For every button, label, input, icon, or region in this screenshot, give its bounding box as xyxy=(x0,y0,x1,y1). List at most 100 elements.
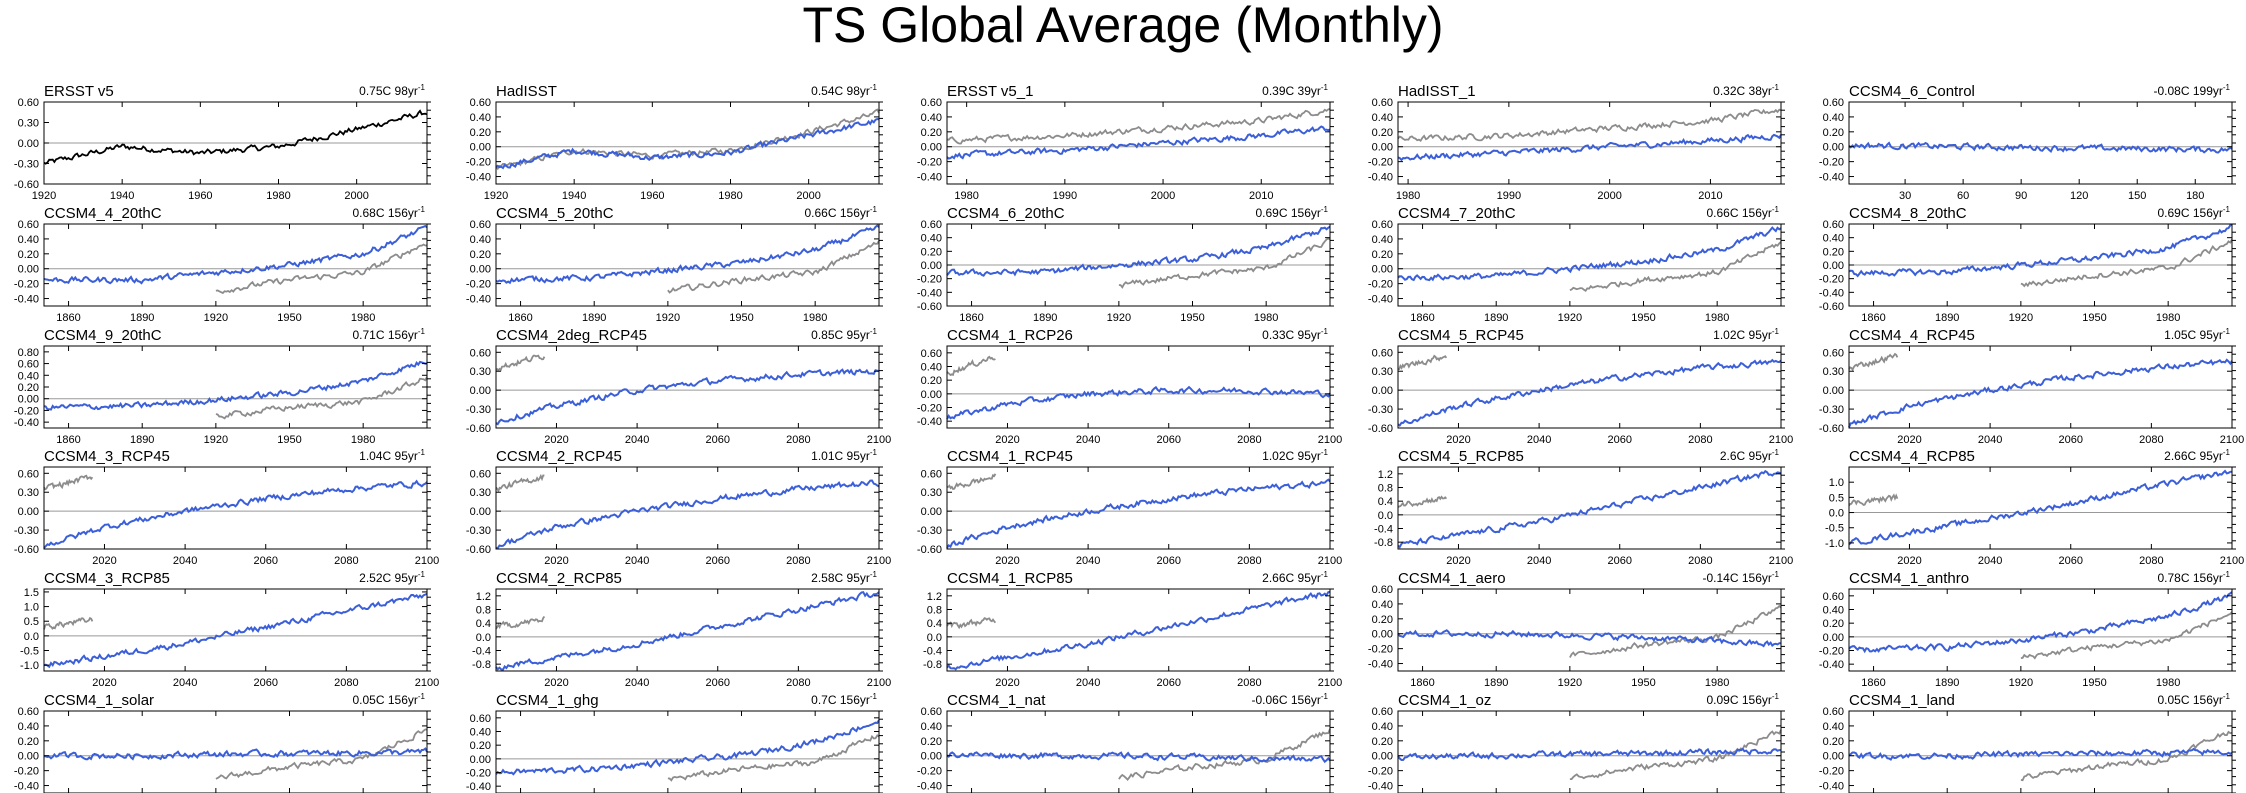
panel-29: CCSM4_1_land 0.05C 156yr-1 0.60 0.40 0.20 0.0… xyxy=(1819,692,2236,793)
x-tick-label: 2080 xyxy=(334,677,358,689)
y-tick-label: -0.20 xyxy=(1368,766,1393,778)
series-line-model xyxy=(1848,747,2233,761)
y-tick-label: -0.40 xyxy=(14,417,39,429)
y-tick-label: -0.20 xyxy=(1819,274,1844,286)
trend-exponent: -1 xyxy=(1321,692,1329,701)
plot-frame xyxy=(495,466,880,550)
y-tick-label: 0.5 xyxy=(1829,492,1844,504)
series-line-observed_overlay xyxy=(2020,239,2233,288)
y-tick-label: 0.40 xyxy=(470,727,491,739)
y-tick-label: -1.0 xyxy=(1825,538,1844,550)
trend-exponent: -1 xyxy=(870,205,878,214)
series-line-observed_overlay xyxy=(1848,352,1899,372)
x-tick-label: 1860 xyxy=(508,312,532,324)
trend-exponent: -1 xyxy=(418,327,426,336)
y-tick-label: 0.60 xyxy=(1823,347,1844,359)
trend-exponent: -1 xyxy=(1321,448,1329,457)
series-line-model xyxy=(946,385,1331,420)
panel-title: CCSM4_2_RCP45 xyxy=(496,448,622,465)
y-tick-label: 0.60 xyxy=(1372,584,1393,596)
y-tick-label: 0.00 xyxy=(18,394,39,406)
y-tick-label: 1.2 xyxy=(1378,469,1393,481)
panel-title: CCSM4_1_RCP45 xyxy=(947,448,1073,465)
x-tick-label: 2020 xyxy=(544,555,568,567)
x-tick-label: 1980 xyxy=(2156,677,2180,689)
y-tick-label: 0.00 xyxy=(18,264,39,276)
trend-exponent: -1 xyxy=(1321,205,1329,214)
y-tick-label: -0.20 xyxy=(917,274,942,286)
panel-16: CCSM4_2_RCP45 1.01C 95yr-1 0.60 0.30 0.00 -0.… xyxy=(466,448,891,567)
x-tick-label: 1980 xyxy=(351,312,375,324)
x-tick-label: 2080 xyxy=(1688,555,1712,567)
y-tick-label: -0.5 xyxy=(1825,523,1844,535)
trend-exponent: -1 xyxy=(418,448,426,457)
x-tick-label: 2040 xyxy=(1978,555,2002,567)
x-tick-label: 1980 xyxy=(1254,312,1278,324)
x-tick-label: 2020 xyxy=(995,555,1019,567)
y-tick-label: 0.40 xyxy=(921,721,942,733)
y-tick-label: -0.40 xyxy=(1368,781,1393,793)
y-tick-label: -0.30 xyxy=(466,404,491,416)
y-tick-label: 0.40 xyxy=(1372,234,1393,246)
y-tick-label: 0.5 xyxy=(24,616,39,628)
series-line-observed_overlay xyxy=(1397,495,1448,508)
x-tick-label: 2020 xyxy=(92,677,116,689)
series-line-model xyxy=(1848,358,2233,428)
x-tick-label: 1950 xyxy=(1180,312,1204,324)
y-tick-label: 0.60 xyxy=(921,706,942,718)
x-tick-label: 2100 xyxy=(1318,677,1342,689)
y-tick-label: -0.60 xyxy=(917,301,942,313)
y-tick-label: -0.20 xyxy=(917,766,942,778)
y-tick-label: 0.40 xyxy=(1823,112,1844,124)
x-tick-label: 2060 xyxy=(2058,555,2082,567)
series-line-observed_overlay xyxy=(215,728,428,780)
x-tick-label: 2020 xyxy=(544,434,568,446)
panel-title: CCSM4_5_20thC xyxy=(496,205,614,222)
trend-label: 0.71C 156yr-1 xyxy=(353,327,426,342)
y-tick-label: 0.40 xyxy=(18,721,39,733)
x-tick-label: 1950 xyxy=(1631,677,1655,689)
trend-label: 1.01C 95yr-1 xyxy=(811,448,877,463)
series-line-observed_overlay xyxy=(1569,241,1782,293)
panel-2: ERSST v5_1 0.39C 39yr-1 0.60 0.40 0.20 0.00 -0… xyxy=(917,83,1334,202)
x-tick-label: 1890 xyxy=(1484,312,1508,324)
x-tick-label: 2040 xyxy=(1978,434,2002,446)
series-line-model xyxy=(1397,133,1782,162)
y-tick-label: 0.60 xyxy=(1372,706,1393,718)
y-tick-label: -0.40 xyxy=(1819,781,1844,793)
trend-exponent: -1 xyxy=(1321,570,1329,579)
y-tick-label: 1.0 xyxy=(1829,477,1844,489)
y-tick-label: -0.30 xyxy=(14,159,39,171)
x-tick-label: 1990 xyxy=(1497,190,1521,202)
y-tick-label: 0.40 xyxy=(1823,233,1844,245)
y-tick-label: 0.00 xyxy=(1823,260,1844,272)
trend-exponent: -1 xyxy=(2223,327,2231,336)
x-tick-label: 1860 xyxy=(959,312,983,324)
trend-label: 0.39C 39yr-1 xyxy=(1262,83,1328,98)
x-tick-label: 1980 xyxy=(266,190,290,202)
x-tick-label: 2080 xyxy=(786,555,810,567)
y-tick-label: 0.20 xyxy=(470,127,491,139)
y-tick-label: 0.60 xyxy=(18,97,39,109)
y-tick-label: 0.00 xyxy=(470,142,491,154)
trend-exponent: -1 xyxy=(1772,205,1780,214)
y-tick-label: -0.40 xyxy=(1368,172,1393,184)
x-tick-label: 2080 xyxy=(1688,434,1712,446)
x-tick-label: 60 xyxy=(1957,190,1969,202)
x-tick-label: 2060 xyxy=(1156,434,1180,446)
series-line-observed_overlay xyxy=(946,355,996,377)
panel-4: CCSM4_6_Control -0.08C 199yr-1 0.60 0.40 0.2… xyxy=(1819,83,2236,202)
x-tick-label: 2060 xyxy=(253,555,277,567)
y-tick-label: 0.0 xyxy=(24,631,39,643)
panel-title: CCSM4_8_20thC xyxy=(1849,205,1967,222)
panel-1: HadISST 0.54C 98yr-1 0.60 0.40 0.20 0.00 -0.20… xyxy=(466,83,883,202)
y-tick-label: 0.8 xyxy=(927,605,942,617)
x-tick-label: 1920 xyxy=(1558,677,1582,689)
series-line-model xyxy=(1397,226,1782,282)
y-tick-label: 0.60 xyxy=(470,468,491,480)
y-tick-label: 0.60 xyxy=(1372,97,1393,109)
panel-title: ERSST v5 xyxy=(44,83,114,100)
plot-frame xyxy=(43,466,428,550)
x-tick-label: 2100 xyxy=(867,434,891,446)
